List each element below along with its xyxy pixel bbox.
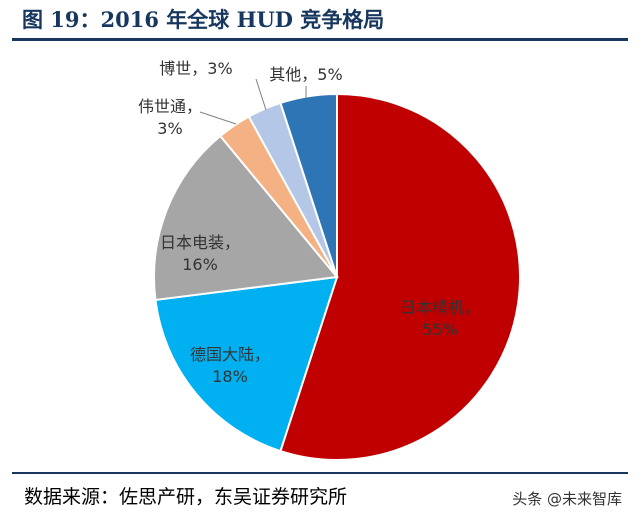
leader-lines <box>199 78 307 125</box>
pie-slice-2 <box>153 134 339 302</box>
source-rule <box>12 472 628 474</box>
pie-slice-5 <box>279 92 338 278</box>
pie-slice-0 <box>279 92 522 461</box>
pie-labels: 日本精机， 55% 德国大陆， 18% 日本电装， 16% 伟世通， 3% 博世，3% 其他，5% <box>138 59 480 386</box>
pie-slice-1 <box>154 275 339 453</box>
pie-slices <box>153 92 522 461</box>
title-rule <box>12 38 628 41</box>
leader-line-4 <box>255 78 267 111</box>
figure-title: 图 19：2016 年全球 HUD 竞争格局 <box>22 7 385 32</box>
source-note: 数据来源：佐思产研，东吴证券研究所 <box>24 486 348 508</box>
watermark: 头条 @未来智库 <box>512 490 622 508</box>
slice-label-0: 日本精机， 55% <box>400 298 480 339</box>
slice-label-4: 博世，3% <box>159 59 232 78</box>
slice-label-2: 日本电装， 16% <box>160 233 240 274</box>
slice-label-3: 伟世通， 3% <box>138 97 202 138</box>
slice-label-5: 其他，5% <box>269 65 342 84</box>
slice-label-1: 德国大陆， 18% <box>190 345 270 386</box>
leader-line-3 <box>199 111 237 125</box>
